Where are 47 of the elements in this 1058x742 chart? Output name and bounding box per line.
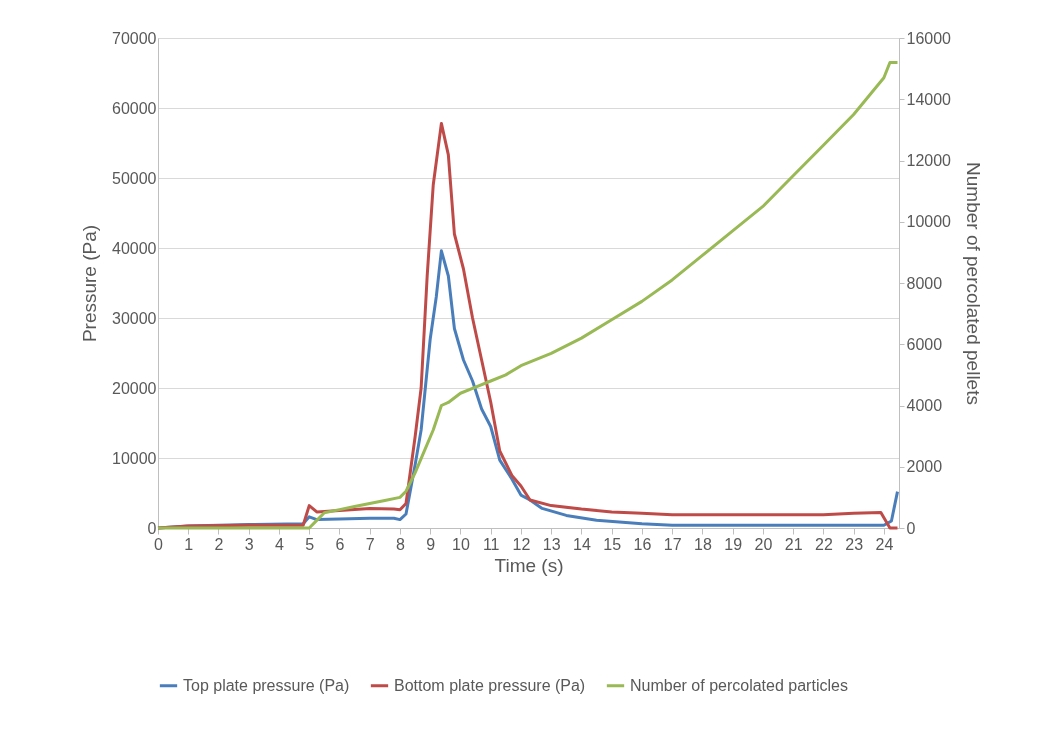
x-tick-label: 15 xyxy=(603,535,622,553)
y2-tick-label: 14000 xyxy=(906,90,952,108)
y-tick-label: 70000 xyxy=(112,29,157,47)
y-tick-label: 50000 xyxy=(112,169,157,187)
x-tick-label: 22 xyxy=(814,535,833,553)
y2-tick-label: 6000 xyxy=(906,335,943,353)
x-tick-label: 20 xyxy=(754,535,773,553)
x-tick-label: 16 xyxy=(633,535,652,553)
x-tick-label: 5 xyxy=(305,535,315,553)
y-tick-label: 60000 xyxy=(112,99,157,117)
y-tick-label: 30000 xyxy=(112,309,157,327)
x-tick-label: 23 xyxy=(845,535,864,553)
y-axis-title: Pressure (Pa) xyxy=(79,224,101,343)
y2-tick-label: 16000 xyxy=(906,29,952,47)
x-tick-label: 3 xyxy=(244,535,254,553)
y2-tick-label: 2000 xyxy=(906,458,943,476)
y-tick-label: 10000 xyxy=(112,449,157,467)
x-tick-label: 4 xyxy=(275,535,285,553)
x-tick-label: 11 xyxy=(482,535,500,553)
x-tick-label: 24 xyxy=(875,535,894,553)
x-tick-label: 8 xyxy=(396,535,406,553)
x-tick-label: 6 xyxy=(335,535,345,553)
x-tick-label: 19 xyxy=(724,535,743,553)
x-tick-label: 17 xyxy=(663,535,682,553)
y2-tick-label: 10000 xyxy=(906,213,952,231)
legend-label: Bottom plate pressure (Pa) xyxy=(394,676,586,694)
x-tick-label: 14 xyxy=(573,535,591,553)
y-tick-label: 20000 xyxy=(112,379,157,397)
x-axis-title: Time (s) xyxy=(494,554,564,576)
y2-axis-title: Number of percolated pellets xyxy=(962,162,984,405)
legend-label: Top plate pressure (Pa) xyxy=(183,676,350,694)
x-tick-label: 18 xyxy=(694,535,712,553)
x-tick-label: 7 xyxy=(365,535,375,553)
x-tick-label: 1 xyxy=(184,535,194,553)
x-tick-label: 10 xyxy=(452,535,470,553)
legend-label: Number of percolated particles xyxy=(630,676,848,694)
x-tick-label: 2 xyxy=(214,535,224,553)
y2-tick-label: 4000 xyxy=(906,397,943,414)
x-tick-label: 9 xyxy=(426,535,436,553)
x-tick-label: 21 xyxy=(784,535,803,553)
y2-tick-label: 0 xyxy=(906,519,916,537)
x-tick-label: 13 xyxy=(542,535,561,553)
x-tick-label: 12 xyxy=(512,535,531,553)
y-tick-label: 0 xyxy=(147,519,157,537)
y2-tick-label: 12000 xyxy=(906,152,952,169)
y-tick-label: 40000 xyxy=(112,239,157,257)
y2-tick-label: 8000 xyxy=(906,274,943,292)
